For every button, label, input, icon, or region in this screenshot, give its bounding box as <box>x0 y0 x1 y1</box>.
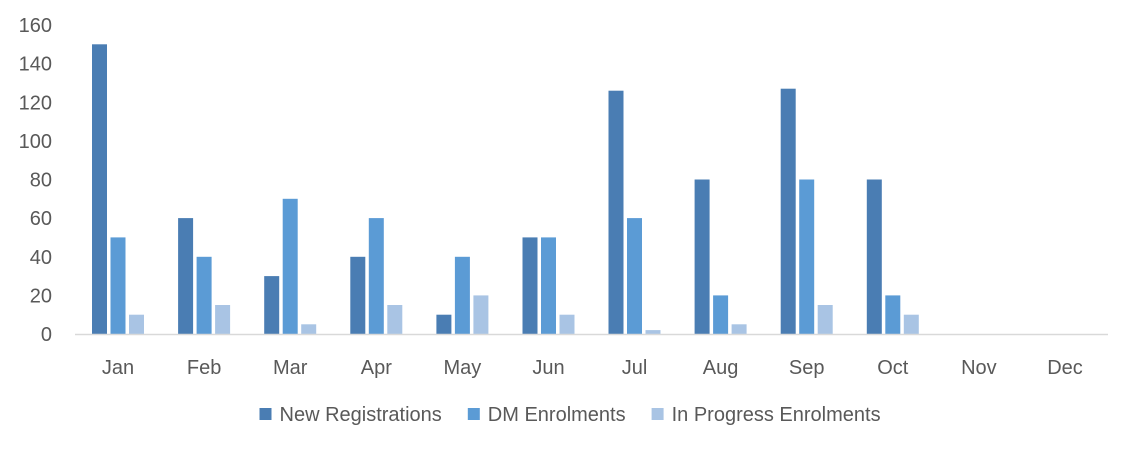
x-tick-label: Sep <box>789 357 825 379</box>
x-tick-label: Oct <box>877 357 909 379</box>
bar <box>799 179 815 334</box>
x-axis-ticks: Jan Feb Mar Apr May Jun Jul Aug Sep Oct Nov Dec <box>102 357 1083 379</box>
bar <box>559 314 575 334</box>
x-tick-label: Dec <box>1047 357 1083 379</box>
bar <box>110 237 126 334</box>
bar <box>713 295 729 334</box>
y-tick-label: 80 <box>30 170 52 192</box>
bar <box>436 314 452 334</box>
bar <box>350 256 366 335</box>
bar <box>627 218 642 334</box>
bar <box>885 295 901 334</box>
bar <box>817 305 833 334</box>
x-tick-label: Nov <box>961 357 997 379</box>
bar <box>645 330 661 334</box>
legend-swatch <box>259 408 272 420</box>
bar <box>541 237 556 334</box>
legend-label: In Progress Enrolments <box>672 404 881 426</box>
legend-label: New Registrations <box>280 404 442 426</box>
x-tick-label: Jul <box>622 357 648 379</box>
bar <box>454 256 470 335</box>
legend-label: DM Enrolments <box>488 404 626 426</box>
bar <box>903 314 919 334</box>
x-tick-label: Feb <box>187 357 221 379</box>
bar <box>694 179 710 334</box>
y-tick-label: 60 <box>30 208 52 230</box>
bar <box>215 305 231 334</box>
y-tick-label: 120 <box>19 92 52 114</box>
x-tick-label: Mar <box>273 357 308 379</box>
y-tick-label: 0 <box>41 324 52 346</box>
y-tick-label: 160 <box>19 15 52 37</box>
bar <box>780 88 796 334</box>
bar <box>264 276 280 334</box>
legend: New Registrations DM Enrolments In Progres… <box>259 404 881 426</box>
bar <box>473 295 489 334</box>
legend-item: In Progress Enrolments <box>651 404 881 426</box>
y-tick-label: 20 <box>30 285 52 307</box>
bar <box>129 314 144 334</box>
bar <box>731 324 747 334</box>
bar <box>196 256 212 335</box>
bar <box>92 44 107 335</box>
x-tick-label: Jun <box>532 357 564 379</box>
x-tick-label: May <box>444 357 482 379</box>
y-tick-label: 40 <box>30 247 52 269</box>
y-tick-label: 100 <box>19 131 52 153</box>
x-tick-label: Jan <box>102 357 134 379</box>
x-tick-label: Aug <box>703 357 739 379</box>
bar <box>282 198 298 334</box>
bar <box>608 90 624 334</box>
bar <box>522 237 538 334</box>
x-tick-label: Apr <box>361 357 392 379</box>
legend-swatch <box>651 408 664 420</box>
bar <box>301 324 317 334</box>
legend-item: DM Enrolments <box>467 404 626 426</box>
legend-swatch <box>467 408 480 420</box>
bar <box>387 305 403 334</box>
y-tick-label: 140 <box>19 54 52 76</box>
bar <box>368 218 384 334</box>
bars <box>92 44 919 335</box>
bar <box>866 179 882 334</box>
bar <box>178 218 194 334</box>
y-axis-ticks: 0 20 40 60 80 100 120 140 160 <box>19 15 52 346</box>
legend-item: New Registrations <box>259 404 442 426</box>
